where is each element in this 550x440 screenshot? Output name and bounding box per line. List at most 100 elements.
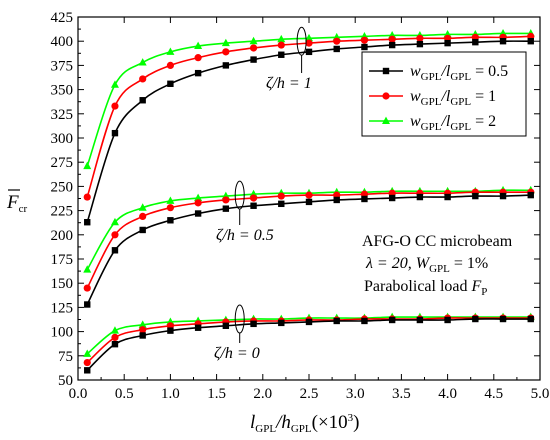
data-point (83, 193, 91, 201)
data-point (167, 80, 174, 87)
data-point (278, 200, 285, 208)
x-tick-label: 1.0 (161, 386, 180, 402)
data-point (277, 192, 285, 200)
y-tick-label: 150 (51, 276, 74, 292)
data-point (139, 332, 146, 339)
data-point (83, 265, 92, 273)
data-point (388, 316, 396, 324)
data-point (277, 34, 286, 43)
data-point (416, 34, 424, 42)
y-tick-label: 350 (51, 83, 74, 99)
data-point (84, 219, 91, 226)
data-point (139, 75, 147, 83)
data-point (416, 193, 424, 201)
data-point (222, 196, 230, 204)
data-point (194, 199, 202, 207)
data-point (110, 217, 119, 226)
data-point (138, 203, 147, 211)
data-point (333, 37, 341, 45)
data-point (278, 51, 285, 58)
data-point (222, 62, 230, 69)
group-label: ζ/h = 0 (214, 345, 260, 362)
y-tick-label: 175 (51, 252, 74, 268)
group-labels: ζ/h = 1 ζ/h = 0.5 ζ/h = 0 (214, 26, 312, 362)
data-point (139, 97, 146, 104)
axes-ticks: 0.0 0.5 1.0 1.5 2.0 2.5 3.0 3.5 4.0 4.5 5.0 50 75 100… (51, 10, 550, 402)
y-tick-label: 275 (51, 155, 74, 171)
data-point (221, 38, 230, 47)
data-point (305, 191, 313, 199)
y-axis-label: Fcr (6, 192, 27, 215)
data-point (250, 320, 257, 328)
legend-marker (382, 92, 390, 100)
data-point (305, 39, 313, 47)
x-tick-label: 4.0 (438, 386, 457, 402)
x-tick-label: 2.5 (300, 386, 319, 402)
legend-label: wGPL/lGPL = 1 (410, 88, 496, 108)
data-point (249, 194, 258, 202)
data-point (250, 56, 257, 63)
y-tick-label: 250 (51, 179, 74, 195)
data-point (84, 367, 91, 374)
data-point (111, 102, 119, 110)
data-point (110, 80, 119, 88)
data-point (111, 340, 119, 348)
data-point (444, 39, 451, 47)
y-tick-label: 100 (51, 325, 74, 341)
y-tick-label: 425 (51, 10, 74, 26)
data-point (139, 212, 147, 221)
data-point (167, 217, 174, 224)
legend-items: wGPL/lGPL = 0.5 wGPL/lGPL = 1 wGPL/lGPL = … (369, 63, 508, 133)
data-point (472, 315, 479, 323)
data-point (333, 45, 340, 53)
legend-marker (382, 67, 390, 75)
x-tick-label: 3.5 (392, 386, 411, 402)
data-point (527, 38, 534, 45)
data-point (333, 317, 340, 325)
data-point (305, 48, 313, 56)
legend-marker (382, 116, 390, 124)
annotation-line1: AFG-O CC microbeam (362, 233, 513, 250)
series-layer (83, 29, 535, 374)
data-point (166, 47, 175, 55)
series-group (83, 185, 535, 308)
x-tick-label: 0.0 (69, 386, 88, 402)
data-point (361, 195, 368, 203)
data-point (388, 194, 396, 202)
data-point (472, 192, 479, 200)
data-point (278, 319, 285, 327)
legend-label: wGPL/lGPL = 0.5 (410, 63, 508, 83)
data-point (139, 226, 146, 234)
y-tick-label: 225 (51, 204, 74, 220)
data-point (167, 327, 174, 334)
data-point (166, 61, 174, 69)
x-tick-label: 4.5 (484, 386, 503, 402)
y-tick-label: 200 (51, 228, 74, 244)
data-point (444, 316, 451, 324)
data-point (361, 43, 368, 51)
x-tick-label: 0.5 (115, 386, 134, 402)
annotation: AFG-O CC microbeam λ = 20, WGPL = 1% Par… (362, 233, 513, 298)
legend-box (361, 51, 527, 137)
y-tick-label: 325 (51, 107, 74, 123)
data-point (388, 35, 396, 43)
legend: wGPL/lGPL = 0.5 wGPL/lGPL = 1 wGPL/lGPL = … (361, 51, 527, 137)
data-point (194, 324, 202, 331)
data-point (83, 161, 92, 170)
data-point (250, 202, 257, 209)
data-point (84, 301, 91, 308)
data-point (249, 44, 258, 52)
legend-label: wGPL/lGPL = 2 (410, 113, 496, 133)
data-point (83, 358, 91, 367)
data-point (83, 349, 92, 357)
data-point (444, 193, 451, 201)
data-point (222, 322, 230, 329)
data-point (305, 198, 313, 206)
series-group (83, 312, 535, 374)
data-point (277, 41, 285, 49)
data-point (305, 318, 313, 326)
data-point (333, 196, 340, 204)
data-point (222, 205, 230, 212)
x-tick-label: 3.0 (346, 386, 365, 402)
